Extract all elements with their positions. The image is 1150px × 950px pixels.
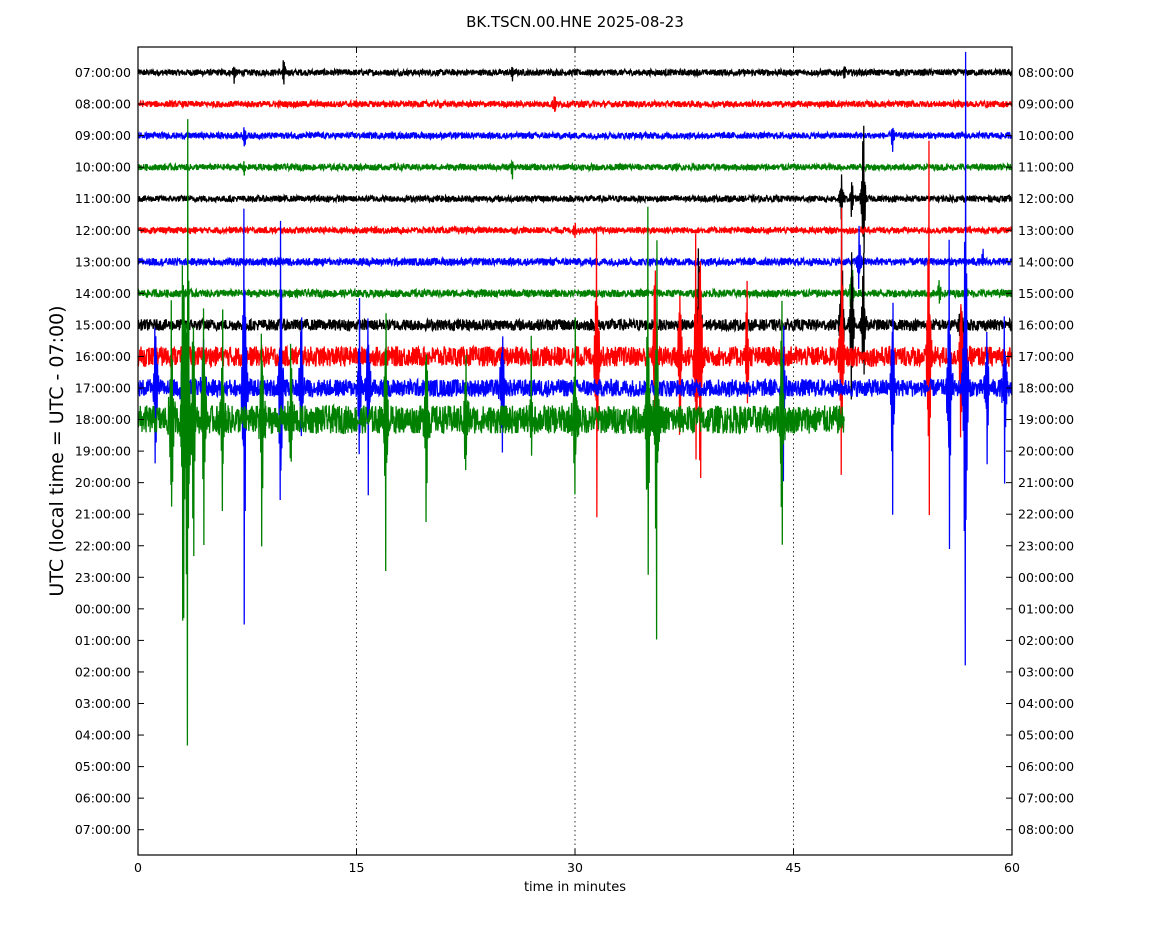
trace-7 (138, 261, 1012, 322)
y-tick-label-right: 09:00:00 (1018, 97, 1074, 112)
y-tick-label-left: 05:00:00 (75, 759, 131, 774)
y-tick-label-left: 23:00:00 (75, 570, 131, 585)
y-tick-label-right: 08:00:00 (1018, 822, 1074, 837)
trace-0 (138, 60, 1012, 85)
x-tick-label: 45 (786, 860, 802, 875)
chart-title: BK.TSCN.00.HNE 2025-08-23 (466, 13, 684, 31)
y-tick-label-left: 14:00:00 (75, 286, 131, 301)
y-tick-label-left: 15:00:00 (75, 317, 131, 332)
y-tick-label-right: 05:00:00 (1018, 728, 1074, 743)
y-tick-label-right: 07:00:00 (1018, 791, 1074, 806)
y-tick-label-right: 22:00:00 (1018, 507, 1074, 522)
y-tick-label-left: 22:00:00 (75, 538, 131, 553)
y-tick-label-right: 17:00:00 (1018, 349, 1074, 364)
y-tick-label-right: 08:00:00 (1018, 65, 1074, 80)
y-tick-label-left: 06:00:00 (75, 791, 131, 806)
y-tick-label-right: 13:00:00 (1018, 223, 1074, 238)
y-tick-label-right: 01:00:00 (1018, 601, 1074, 616)
x-tick-label: 30 (567, 860, 583, 875)
y-tick-label-left: 20:00:00 (75, 475, 131, 490)
y-tick-label-left: 01:00:00 (75, 633, 131, 648)
y-tick-label-left: 00:00:00 (75, 601, 131, 616)
y-tick-label-right: 21:00:00 (1018, 475, 1074, 490)
x-axis-label: time in minutes (524, 880, 626, 895)
seismic-traces (138, 51, 1012, 746)
trace-5 (138, 222, 1012, 239)
y-axis-ticks: 07:00:00 08:00:00 08:00:00 09:00:00 09:00:00… (75, 65, 1074, 837)
trace-1 (138, 96, 1012, 113)
y-tick-label-right: 12:00:00 (1018, 191, 1074, 206)
y-tick-label-left: 17:00:00 (75, 381, 131, 396)
y-tick-label-right: 04:00:00 (1018, 696, 1074, 711)
x-tick-label: 15 (349, 860, 365, 875)
y-tick-label-left: 09:00:00 (75, 128, 131, 143)
y-tick-label-left: 10:00:00 (75, 160, 131, 175)
y-tick-label-right: 02:00:00 (1018, 633, 1074, 648)
y-tick-label-right: 23:00:00 (1018, 538, 1074, 553)
y-tick-label-right: 19:00:00 (1018, 412, 1074, 427)
y-tick-label-left: 13:00:00 (75, 254, 131, 269)
y-tick-label-left: 07:00:00 (75, 822, 131, 837)
y-tick-label-left: 21:00:00 (75, 507, 131, 522)
y-tick-label-left: 16:00:00 (75, 349, 131, 364)
trace-4 (138, 125, 1012, 254)
y-tick-label-right: 15:00:00 (1018, 286, 1074, 301)
y-tick-label-right: 18:00:00 (1018, 381, 1074, 396)
y-tick-label-left: 08:00:00 (75, 97, 131, 112)
y-tick-label-right: 16:00:00 (1018, 317, 1074, 332)
y-tick-label-left: 18:00:00 (75, 412, 131, 427)
y-tick-label-left: 07:00:00 (75, 65, 131, 80)
y-tick-label-right: 10:00:00 (1018, 128, 1074, 143)
y-tick-label-right: 14:00:00 (1018, 254, 1074, 269)
trace-2 (138, 127, 1012, 152)
y-tick-label-left: 12:00:00 (75, 223, 131, 238)
trace-6 (138, 225, 1012, 289)
y-tick-label-left: 04:00:00 (75, 728, 131, 743)
y-axis-label: UTC (local time = UTC - 07:00) (46, 305, 68, 596)
y-tick-label-left: 02:00:00 (75, 664, 131, 679)
y-tick-label-left: 11:00:00 (75, 191, 131, 206)
trace-11 (138, 119, 845, 746)
y-tick-label-right: 20:00:00 (1018, 444, 1074, 459)
y-tick-label-right: 03:00:00 (1018, 664, 1074, 679)
x-axis-ticks: 0 15 30 45 60 (134, 47, 1020, 875)
y-tick-label-left: 19:00:00 (75, 444, 131, 459)
y-tick-label-right: 11:00:00 (1018, 160, 1074, 175)
y-tick-label-left: 03:00:00 (75, 696, 131, 711)
x-tick-label: 0 (134, 860, 142, 875)
y-tick-label-right: 06:00:00 (1018, 759, 1074, 774)
trace-3 (138, 159, 1012, 180)
x-tick-label: 60 (1004, 860, 1020, 875)
y-tick-label-right: 00:00:00 (1018, 570, 1074, 585)
